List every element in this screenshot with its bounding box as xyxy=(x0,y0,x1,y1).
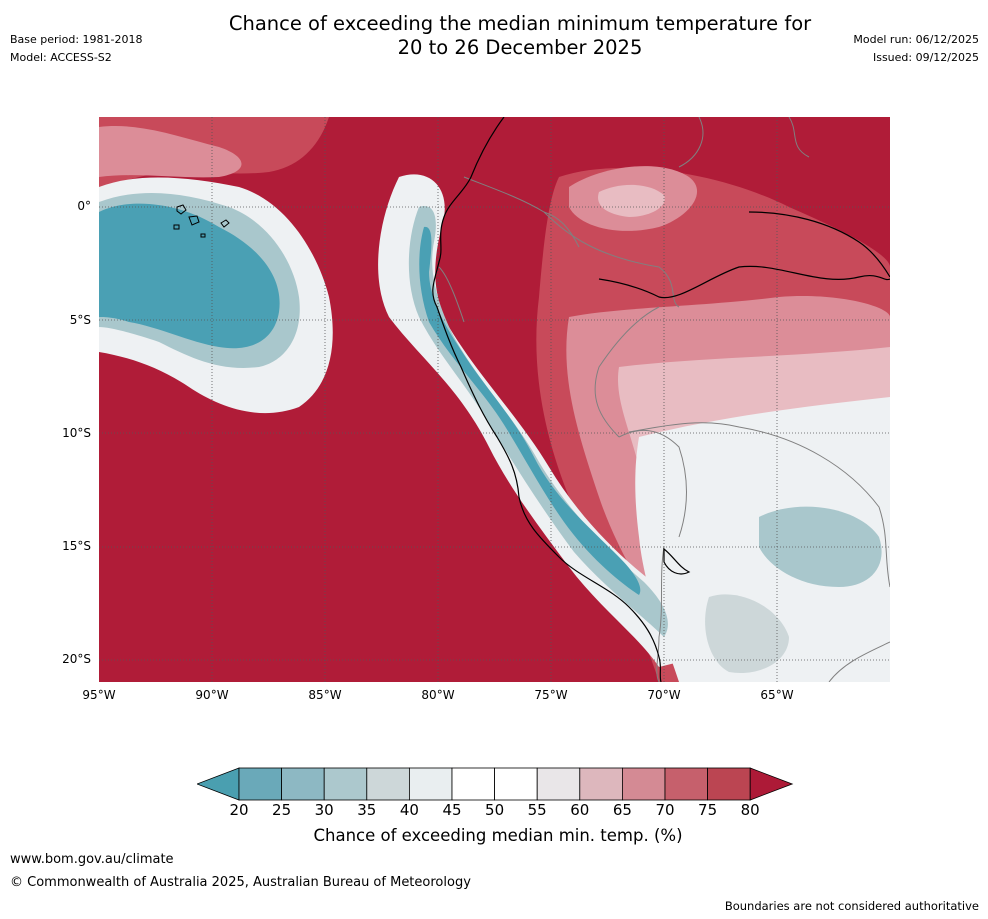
island-2 xyxy=(188,215,200,226)
land-cool-patch xyxy=(759,506,882,587)
colorbar-cell xyxy=(707,767,751,801)
colorbar-label: Chance of exceeding median min. temp. (%… xyxy=(313,826,683,845)
colorbar-tick-label: 40 xyxy=(399,801,419,819)
coastal-cool-core xyxy=(419,226,641,595)
colorbar-cell xyxy=(536,767,581,801)
colorbar-tick-label: 60 xyxy=(570,801,590,819)
colorbar-cell xyxy=(238,767,282,801)
lat-label-20s: 20°S xyxy=(62,652,91,666)
colorbar-tick-label: 30 xyxy=(314,801,334,819)
footer-url: www.bom.gov.au/climate xyxy=(10,852,174,867)
border-colombia-ecuador xyxy=(463,176,580,248)
colorbar-cell xyxy=(664,767,708,801)
island-4 xyxy=(220,219,230,228)
north-pink-patch xyxy=(99,126,242,178)
island-5 xyxy=(200,233,206,238)
colorbar-cell xyxy=(494,767,538,801)
north-east-pale xyxy=(598,184,665,217)
footer-copyright: © Commonwealth of Australia 2025, Austra… xyxy=(10,875,471,890)
colorbar-cell xyxy=(451,767,495,801)
lon-label-65w: 65°W xyxy=(760,688,794,702)
colorbar-tick-label: 50 xyxy=(485,801,505,819)
lat-label-15s: 15°S xyxy=(62,539,91,553)
border-ecuador-peru xyxy=(438,266,465,323)
border-south-east xyxy=(828,641,890,682)
lon-label-75w: 75°W xyxy=(534,688,568,702)
land-cool-patch-2 xyxy=(705,594,789,673)
issued-date: Issued: 09/12/2025 xyxy=(872,51,979,64)
colorbar-tick-label: 80 xyxy=(740,801,760,819)
base-period: Base period: 1981-2018 xyxy=(10,33,143,46)
colorbar-extend-high xyxy=(749,767,794,801)
lon-label-85w: 85°W xyxy=(308,688,342,702)
colorbar xyxy=(195,767,794,801)
metadata-right: Model run: 06/12/2025 Issued: 09/12/2025 xyxy=(853,31,979,67)
colorbar-tick-label: 70 xyxy=(655,801,675,819)
colorbar-tick-label: 65 xyxy=(612,801,632,819)
colorbar-tick-label: 20 xyxy=(229,801,249,819)
coastline xyxy=(432,117,890,682)
map-canvas xyxy=(99,117,890,682)
galapagos-cool-core xyxy=(99,203,280,349)
lat-label-0: 0° xyxy=(77,199,91,213)
lon-label-80w: 80°W xyxy=(421,688,455,702)
lat-label-5s: 5°S xyxy=(69,313,91,327)
colorbar-tick-label: 45 xyxy=(442,801,462,819)
lon-label-95w: 95°W xyxy=(82,688,116,702)
colorbar-tick-label: 25 xyxy=(272,801,292,819)
model-name: Model: ACCESS-S2 xyxy=(10,51,112,64)
coastal-halo xyxy=(378,174,683,667)
forecast-map xyxy=(99,117,890,682)
coastal-cool-light xyxy=(408,206,668,637)
map-title: Chance of exceeding the median minimum t… xyxy=(190,12,850,60)
coast-amazon xyxy=(598,265,890,299)
colorbar-cell xyxy=(366,767,410,801)
island-3 xyxy=(173,224,180,230)
graticule xyxy=(99,117,890,682)
colorbar-tick-label: 75 xyxy=(698,801,718,819)
title-line-1: Chance of exceeding the median minimum t… xyxy=(228,12,812,35)
galapagos-islands xyxy=(173,204,230,238)
colorbar-cell xyxy=(281,767,325,801)
colorbar-cells xyxy=(195,767,794,801)
coast-colombia-ecuador xyxy=(432,117,662,682)
border-northeast xyxy=(678,117,810,168)
lat-label-10s: 10°S xyxy=(62,426,91,440)
colorbar-cell xyxy=(621,767,666,801)
colorbar-graphic xyxy=(195,767,794,801)
island-1 xyxy=(176,204,187,215)
metadata-left: Base period: 1981-2018 Model: ACCESS-S2 xyxy=(10,31,142,67)
border-bolivia-brazil xyxy=(628,422,890,588)
colorbar-cell xyxy=(579,767,623,801)
colorbar-tick-label: 35 xyxy=(357,801,377,819)
colorbar-tick-label: 55 xyxy=(527,801,547,819)
title-line-2: 20 to 26 December 2025 xyxy=(397,36,643,59)
footer-disclaimer: Boundaries are not considered authoritat… xyxy=(724,899,979,913)
lon-label-70w: 70°W xyxy=(647,688,681,702)
colorbar-extend-low xyxy=(195,767,240,801)
lake-titicaca xyxy=(663,547,691,575)
border-peru-brazil xyxy=(594,306,660,438)
lon-label-90w: 90°W xyxy=(195,688,229,702)
border-chile-bolivia xyxy=(656,546,665,682)
colorbar-cell xyxy=(408,767,453,801)
coast-north-mainland xyxy=(748,211,890,278)
colorbar-cell xyxy=(323,767,368,801)
model-run: Model run: 06/12/2025 xyxy=(853,33,979,46)
